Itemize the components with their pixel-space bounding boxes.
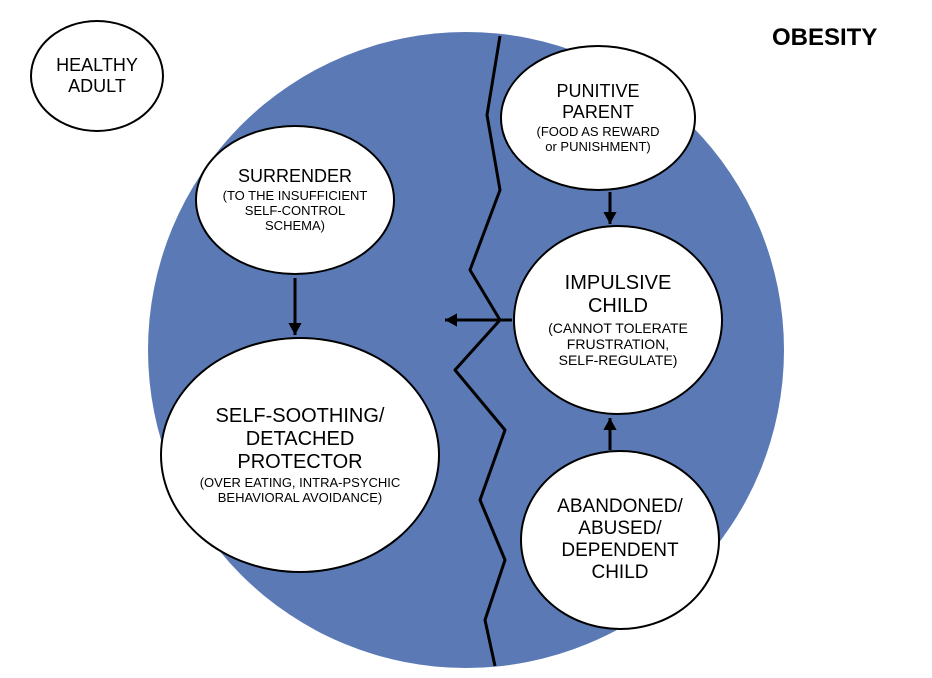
node-impulsive-child-sub: (CANNOT TOLERATE FRUSTRATION, SELF-REGUL… bbox=[548, 320, 688, 368]
node-punitive-parent-sub: (FOOD AS REWARD or PUNISHMENT) bbox=[536, 125, 659, 155]
node-self-soothing: SELF-SOOTHING/ DETACHED PROTECTOR (OVER … bbox=[160, 337, 440, 573]
node-impulsive-child: IMPULSIVE CHILD (CANNOT TOLERATE FRUSTRA… bbox=[513, 225, 723, 415]
node-surrender: SURRENDER (TO THE INSUFFICIENT SELF-CONT… bbox=[195, 125, 395, 275]
node-surrender-sub: (TO THE INSUFFICIENT SELF-CONTROL SCHEMA… bbox=[223, 189, 368, 234]
heading-obesity: OBESITY bbox=[772, 24, 877, 52]
node-healthy-adult-title: HEALTHY ADULT bbox=[56, 55, 138, 96]
node-abandoned-child-title: ABANDONED/ ABUSED/ DEPENDENT CHILD bbox=[557, 496, 683, 583]
node-abandoned-child: ABANDONED/ ABUSED/ DEPENDENT CHILD bbox=[520, 450, 720, 630]
node-impulsive-child-title: IMPULSIVE CHILD bbox=[565, 272, 672, 318]
node-healthy-adult: HEALTHY ADULT bbox=[30, 20, 164, 132]
node-self-soothing-title: SELF-SOOTHING/ DETACHED PROTECTOR bbox=[216, 405, 385, 474]
node-surrender-title: SURRENDER bbox=[238, 166, 352, 187]
node-punitive-parent: PUNITIVE PARENT (FOOD AS REWARD or PUNIS… bbox=[500, 45, 696, 191]
node-self-soothing-sub: (OVER EATING, INTRA-PSYCHIC BEHAVIORAL A… bbox=[200, 476, 401, 506]
node-punitive-parent-title: PUNITIVE PARENT bbox=[556, 81, 639, 122]
